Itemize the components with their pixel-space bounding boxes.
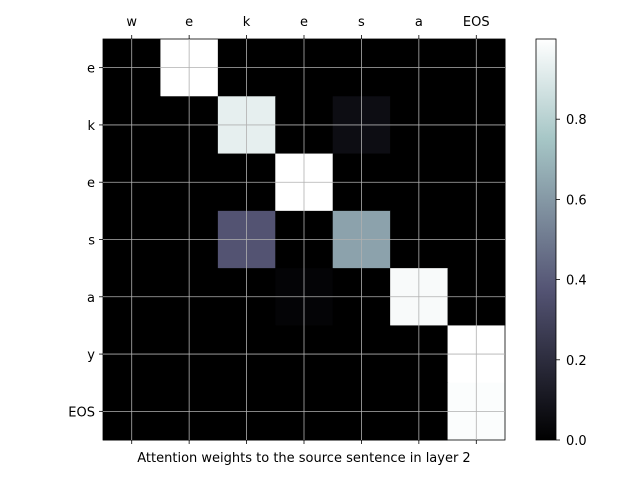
colorbar: 0.0 0.2 0.4 0.6 0.8 — [535, 38, 587, 449]
colorbar-tick-label: 0.4 — [566, 274, 587, 289]
x-axis-label: Attention weights to the source sentence… — [137, 451, 470, 466]
colorbar-gradient — [535, 38, 557, 441]
y-tick-label: y — [87, 348, 95, 363]
colorbar-tick-label: 0.6 — [566, 193, 587, 208]
colorbar-tick-label: 0.8 — [566, 113, 587, 128]
y-tick-label: k — [87, 119, 95, 134]
y-tick-label: e — [87, 62, 95, 77]
x-tick-label: e — [300, 15, 308, 30]
x-tick-label: w — [126, 15, 137, 30]
x-tick-label: EOS — [463, 15, 490, 30]
x-tick-label: s — [358, 15, 365, 30]
colorbar-tick-label: 0.2 — [566, 354, 587, 369]
x-tick-label: e — [185, 15, 193, 30]
colorbar-ticks: 0.0 0.2 0.4 0.6 0.8 — [556, 113, 587, 449]
x-tick-label: k — [243, 15, 251, 30]
y-tick-labels: e k e s a y EOS — [68, 62, 103, 420]
x-tick-label: a — [415, 15, 423, 30]
y-tick-label: EOS — [68, 405, 95, 420]
y-tick-label: s — [88, 234, 95, 249]
y-tick-label: a — [87, 291, 95, 306]
colorbar-tick-label: 0.0 — [566, 434, 587, 449]
grid-lines — [103, 39, 505, 440]
y-tick-label: e — [87, 176, 95, 191]
x-tick-labels: w e k e s a EOS — [126, 15, 490, 444]
